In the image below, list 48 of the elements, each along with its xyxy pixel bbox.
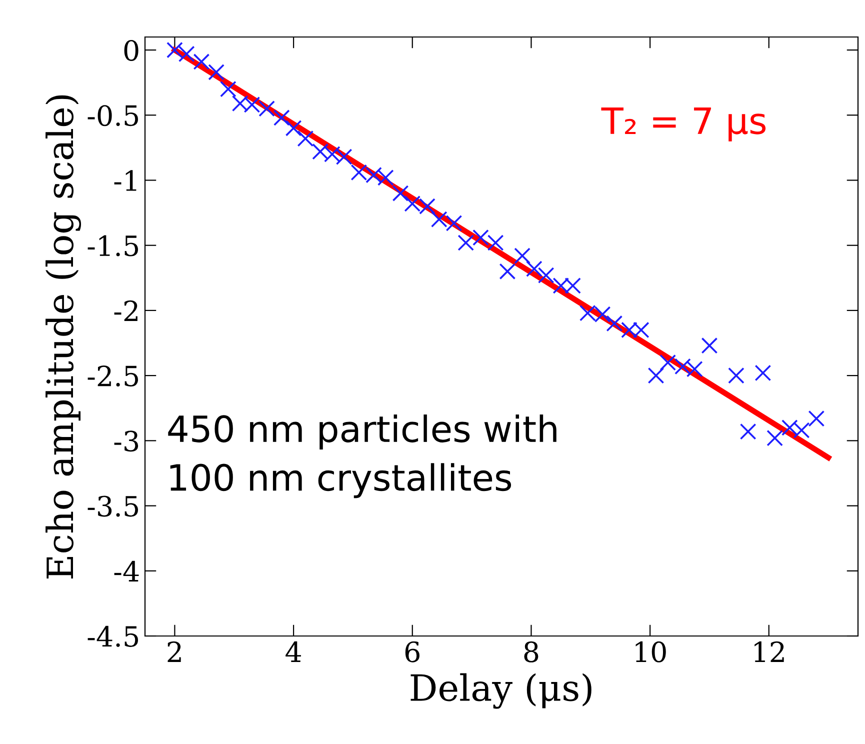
x-tick-label: 4 <box>286 641 301 662</box>
point <box>430 211 448 228</box>
point <box>208 64 224 80</box>
point <box>754 364 772 382</box>
point <box>487 234 504 251</box>
y-tick-label: -2 <box>114 300 138 322</box>
x-tick-label: 12 <box>754 641 784 662</box>
x-axis-title: Delay (μs) <box>410 673 592 709</box>
point <box>526 260 542 277</box>
annotation: T₂ = 7 μs <box>601 107 766 142</box>
point <box>808 410 825 427</box>
x-tick-label: 6 <box>405 641 420 662</box>
point <box>220 80 236 98</box>
x-tick-label: 10 <box>636 641 666 662</box>
point <box>297 130 314 147</box>
y-tick-label: -4.5 <box>88 626 138 647</box>
y-tick-label: -1 <box>114 170 136 191</box>
point <box>728 367 744 384</box>
point <box>273 110 290 126</box>
point <box>538 267 554 284</box>
annotation: 450 nm particles with 100 nm crystallites <box>168 414 556 498</box>
point <box>766 430 784 446</box>
point <box>648 367 664 384</box>
point <box>446 215 462 232</box>
point <box>178 46 195 62</box>
y-tick-label: -2.5 <box>88 366 138 387</box>
y-tick-label: -0.5 <box>88 105 138 126</box>
y-axis-title: Echo amplitude (log scale) <box>46 95 82 579</box>
y-tick-label: -3.5 <box>88 496 138 517</box>
point <box>701 337 718 354</box>
y-tick-label: -4 <box>114 560 139 582</box>
y-tick-label: 0 <box>124 40 138 61</box>
x-tick-label: 2 <box>168 641 181 662</box>
y-tick-label: -1.5 <box>88 235 138 256</box>
point <box>392 185 409 202</box>
point <box>166 42 183 58</box>
point <box>606 315 623 332</box>
point <box>499 263 516 280</box>
point <box>258 100 275 117</box>
point <box>660 354 676 371</box>
point <box>514 248 530 264</box>
point <box>458 234 474 251</box>
point <box>285 120 302 136</box>
y-tick-label: -3 <box>114 430 138 452</box>
point <box>740 423 756 440</box>
point <box>193 54 210 70</box>
point <box>472 229 489 246</box>
x-tick-label: 8 <box>524 641 538 662</box>
